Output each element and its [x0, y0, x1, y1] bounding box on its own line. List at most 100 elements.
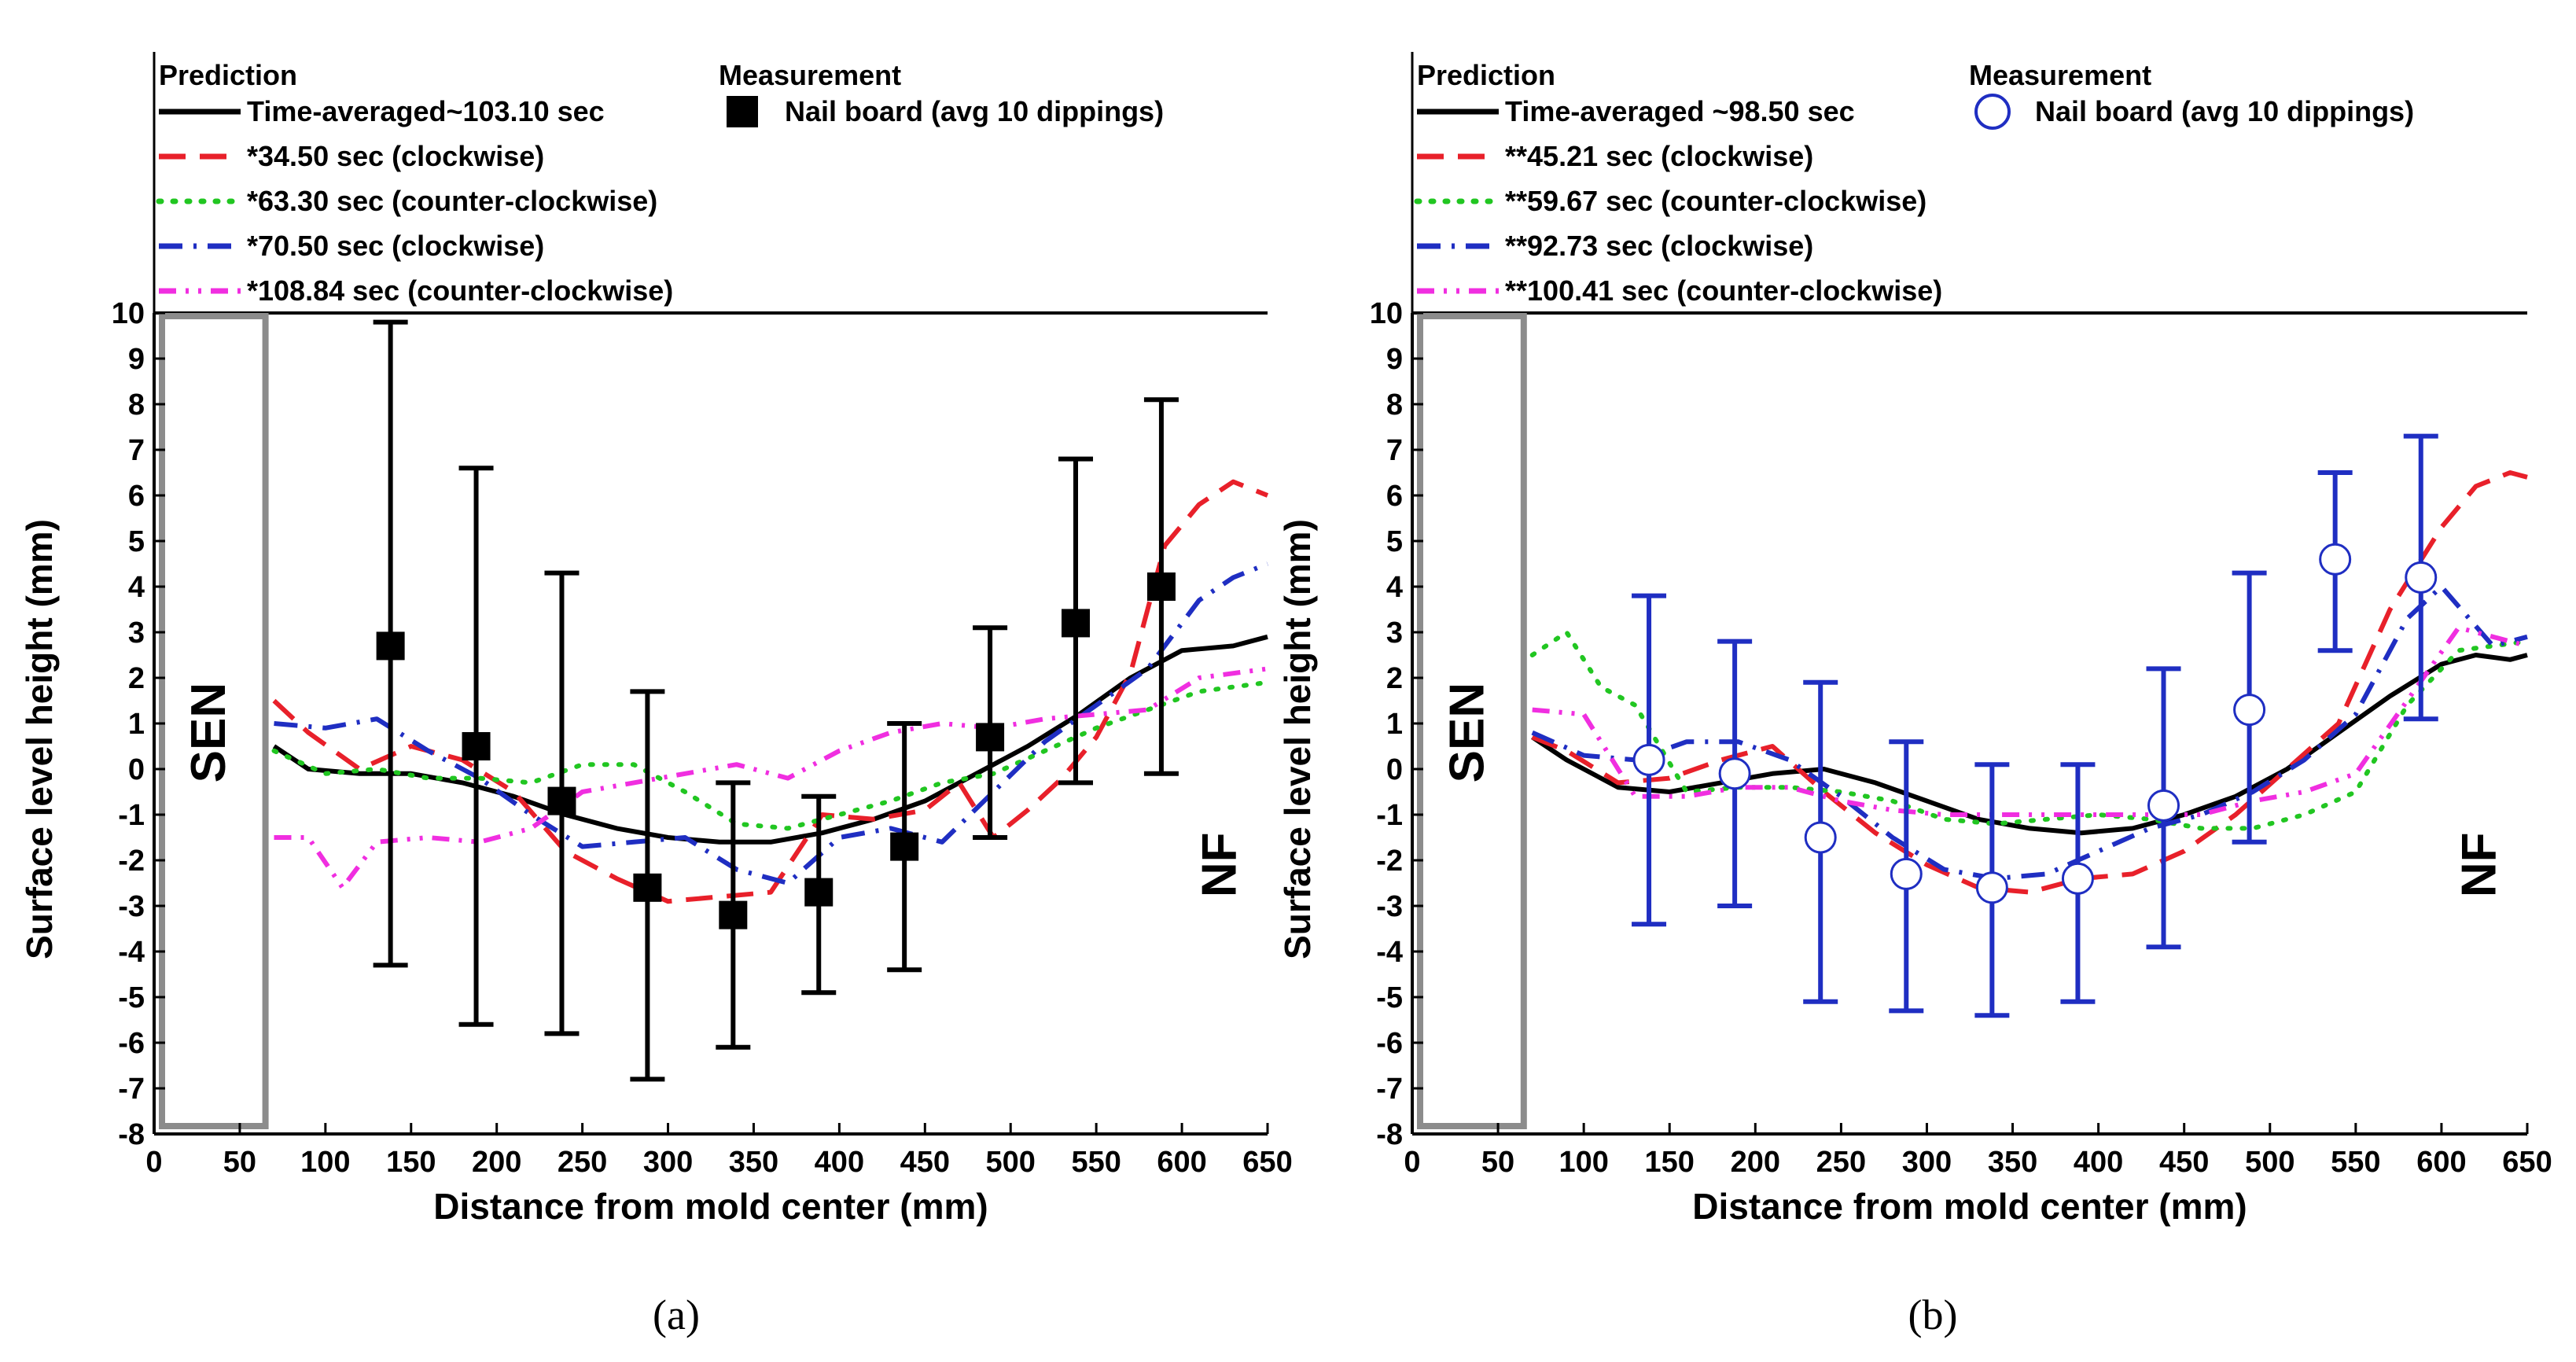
x-tick-label: 650 — [2502, 1146, 2552, 1179]
y-tick-label: -5 — [118, 981, 145, 1014]
y-tick-label: -4 — [118, 936, 145, 969]
legend-label: **100.41 sec (counter-clockwise) — [1505, 274, 1942, 307]
y-tick-label: -1 — [1376, 799, 1403, 832]
y-tick-label: -2 — [118, 845, 145, 878]
x-tick-label: 250 — [1816, 1146, 1866, 1179]
x-tick-label: 350 — [729, 1146, 778, 1179]
series-line — [1531, 653, 2528, 836]
legend-entry: *70.50 sec (clockwise) — [159, 230, 544, 262]
y-tick-label: 5 — [128, 525, 145, 558]
data-point — [376, 631, 405, 661]
x-tick-label: 400 — [815, 1146, 864, 1179]
y-tick-label: 6 — [1386, 480, 1403, 513]
series-line — [1529, 630, 2530, 831]
legend-label: **92.73 sec (clockwise) — [1505, 230, 1813, 262]
y-tick-label: 7 — [128, 434, 145, 467]
y-tick-label: -8 — [118, 1118, 145, 1151]
y-tick-label: 2 — [1386, 662, 1403, 695]
x-axis-ticks: 0 50 100 150 200 250 300 350 400 450 500 550 600 650 — [145, 1123, 1293, 1179]
y-tick-label: 2 — [128, 662, 145, 695]
y-tick-label: 3 — [128, 617, 145, 650]
data-point — [719, 900, 748, 929]
y-tick-label: 4 — [1386, 571, 1403, 604]
series-line — [1532, 625, 2528, 817]
legend-label: *108.84 sec (counter-clockwise) — [247, 274, 673, 307]
legend-entry: **92.73 sec (clockwise) — [1417, 230, 1813, 262]
legend-entry: *63.30 sec (counter-clockwise) — [156, 185, 657, 217]
y-axis-title: Surface level height (mm) — [19, 519, 60, 959]
y-tick-label: 1 — [1386, 708, 1403, 741]
data-point — [1146, 572, 1176, 601]
y-tick-label: 0 — [1386, 753, 1403, 786]
prediction-series — [271, 479, 1270, 904]
x-tick-label: 0 — [1404, 1146, 1420, 1179]
y-tick-label: -7 — [118, 1073, 145, 1106]
y-tick-label: 9 — [1386, 343, 1403, 376]
y-tick-label: -2 — [1376, 845, 1403, 878]
x-tick-label: 100 — [1558, 1146, 1608, 1179]
region-label-sen: SEN — [1440, 683, 1494, 782]
legend-label: *70.50 sec (clockwise) — [247, 230, 544, 262]
y-tick-label: 1 — [128, 708, 145, 741]
data-point — [2405, 561, 2438, 594]
legend-entry: *34.50 sec (clockwise) — [159, 140, 544, 172]
data-point — [1804, 821, 1837, 854]
legend-entry: **45.21 sec (clockwise) — [1417, 140, 1813, 172]
series-line — [1531, 584, 2528, 882]
y-tick-label: -5 — [1376, 981, 1403, 1014]
region-label-nf: NF — [1193, 832, 1247, 897]
sen-box — [159, 313, 269, 1129]
chart-panel-b: Prediction Measurement Time-averaged ~98.5… — [1277, 52, 2552, 1338]
x-tick-label: 550 — [2331, 1146, 2380, 1179]
x-tick-label: 500 — [986, 1146, 1036, 1179]
data-point — [1975, 871, 2008, 904]
series-line — [272, 479, 1269, 904]
chart-panel-a: Prediction Measurement Time-averaged~103.1… — [19, 52, 1293, 1338]
legend-label: *34.50 sec (clockwise) — [247, 140, 544, 172]
legend-entry: Time-averaged ~98.50 sec — [1417, 95, 1855, 127]
x-axis-ticks: 0 50 100 150 200 250 300 350 400 450 500 550 600 650 — [1404, 1123, 2552, 1179]
x-tick-label: 50 — [223, 1146, 256, 1179]
legend-label: *63.30 sec (counter-clockwise) — [247, 185, 657, 217]
y-axis-ticks: -8 -7 -6 -5 -4 -3 -2 -1 0 1 2 3 4 5 6 7 8 9 10 — [112, 297, 165, 1151]
series-line — [271, 679, 1270, 831]
x-tick-label: 200 — [472, 1146, 521, 1179]
data-point — [976, 723, 1005, 752]
x-tick-label: 500 — [2245, 1146, 2294, 1179]
sen-box — [1417, 313, 1527, 1129]
data-point — [2233, 694, 2266, 727]
series-line — [1531, 470, 2528, 895]
y-tick-label: 8 — [128, 388, 145, 421]
y-tick-label: -4 — [1376, 936, 1403, 969]
legend-label: Time-averaged~103.10 sec — [247, 95, 605, 127]
x-tick-label: 100 — [300, 1146, 350, 1179]
x-tick-label: 50 — [1481, 1146, 1514, 1179]
region-label-sen: SEN — [182, 683, 236, 782]
x-tick-label: 150 — [386, 1146, 436, 1179]
x-tick-label: 250 — [558, 1146, 607, 1179]
x-axis-title: Distance from mold center (mm) — [433, 1186, 988, 1227]
x-tick-label: 400 — [2074, 1146, 2123, 1179]
y-tick-label: -6 — [118, 1027, 145, 1060]
data-point — [890, 832, 919, 861]
x-tick-label: 600 — [1157, 1146, 1206, 1179]
y-tick-label: -3 — [1376, 890, 1403, 923]
y-tick-label: -7 — [1376, 1073, 1403, 1106]
legend-measurement-title: Measurement — [719, 59, 901, 91]
legend-label: **59.67 sec (counter-clockwise) — [1505, 185, 1926, 217]
legend-marker-square — [727, 96, 758, 127]
legend-entry: Time-averaged~103.10 sec — [159, 95, 605, 127]
x-tick-label: 450 — [2159, 1146, 2209, 1179]
legend-prediction-title: Prediction — [1417, 59, 1555, 91]
x-tick-label: 200 — [1731, 1146, 1780, 1179]
y-tick-label: 10 — [1370, 297, 1403, 330]
legend-measurement-label: Nail board (avg 10 dippings) — [785, 95, 1164, 127]
y-tick-label: 5 — [1386, 525, 1403, 558]
legend-label: Time-averaged ~98.50 sec — [1505, 95, 1855, 127]
data-point — [633, 873, 662, 902]
y-tick-label: 9 — [128, 343, 145, 376]
data-point — [2061, 862, 2094, 895]
x-tick-label: 0 — [145, 1146, 162, 1179]
legend: Prediction Measurement Time-averaged~103.1… — [153, 52, 1268, 315]
